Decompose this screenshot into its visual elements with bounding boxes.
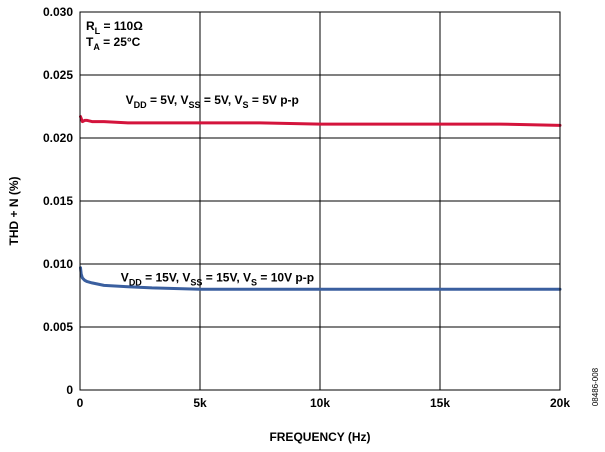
x-axis-ticks: 0 5k 10k 15k 20k	[77, 396, 571, 410]
series-line-2	[79, 266, 562, 291]
y-tick-label: 0.020	[43, 131, 73, 145]
series-label-1: VDD = 5V, VSS = 5V, VS = 5V p-p	[126, 93, 299, 110]
y-tick-label: 0.030	[43, 5, 73, 19]
figure-id: 08486-008	[591, 367, 600, 406]
grid	[79, 11, 561, 391]
series-lines	[79, 115, 562, 291]
y-tick-label: 0	[66, 383, 73, 397]
condition-ta: TA = 25°C	[86, 35, 141, 52]
y-axis-label: THD + N (%)	[7, 176, 21, 245]
y-tick-label: 0.010	[43, 257, 73, 271]
y-tick-label: 0.025	[43, 68, 73, 82]
y-axis-ticks: 0 0.005 0.010 0.015 0.020 0.025 0.030	[43, 5, 73, 397]
x-tick-label: 20k	[550, 396, 570, 410]
x-tick-label: 15k	[430, 396, 450, 410]
x-tick-label: 0	[77, 396, 84, 410]
plot-frame	[79, 11, 561, 391]
x-axis-label: FREQUENCY (Hz)	[269, 430, 370, 444]
condition-rl: RL = 110Ω	[86, 19, 143, 36]
y-tick-label: 0.015	[43, 194, 73, 208]
y-tick-label: 0.005	[43, 320, 73, 334]
series-label-2: VDD = 15V, VSS = 15V, VS = 10V p-p	[121, 271, 314, 288]
x-tick-label: 10k	[310, 396, 330, 410]
series-line-1	[79, 115, 562, 127]
x-tick-label: 5k	[193, 396, 207, 410]
annotations: VDD = 5V, VSS = 5V, VS = 5V p-p VDD = 15V…	[86, 19, 314, 288]
